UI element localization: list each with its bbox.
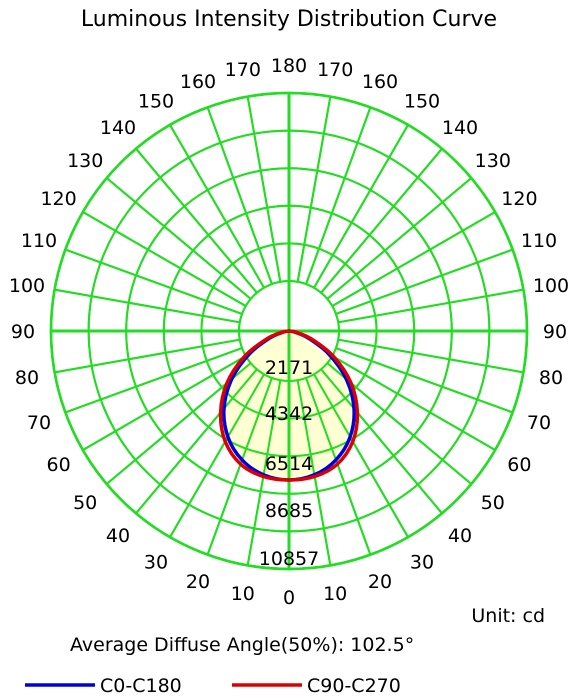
grid-spoke <box>320 148 443 294</box>
grid-spoke <box>106 177 252 300</box>
angle-tick-label: 150 <box>138 91 174 113</box>
grid-spoke <box>206 377 273 555</box>
grid-spoke <box>331 355 496 451</box>
grid-spoke <box>331 211 496 307</box>
angle-tick-label: 50 <box>73 492 97 514</box>
legend-label: C90-C270 <box>307 675 401 697</box>
grid-spoke <box>65 347 243 414</box>
angle-tick-label: 170 <box>225 59 261 81</box>
grid-spoke <box>313 373 409 538</box>
grid-spoke <box>305 107 372 285</box>
radial-tick-labels: 2171 4342 6514 8685 10857 <box>259 357 319 570</box>
grid-spoke <box>335 347 513 414</box>
angle-tick-label: 90 <box>543 321 567 343</box>
angle-tick-label: 120 <box>40 188 76 210</box>
grid-spoke <box>305 377 372 555</box>
angle-tick-label: 60 <box>47 454 71 476</box>
angle-tick-label: 100 <box>533 275 569 297</box>
legend: C0-C180 C90-C270 <box>25 675 401 697</box>
grid-spoke <box>296 96 332 282</box>
angle-tick-label: 110 <box>21 230 57 252</box>
angle-tick-label: 20 <box>186 571 210 593</box>
angle-tick-label: 130 <box>475 150 511 172</box>
angle-tick-label: 70 <box>27 412 51 434</box>
chart-title: Luminous Intensity Distribution Curve <box>81 7 497 32</box>
polar-grid-overlay <box>49 91 529 571</box>
grid-spoke <box>313 124 409 289</box>
radial-tick-label: 4342 <box>265 403 313 425</box>
angle-tick-label: 120 <box>501 188 537 210</box>
grid-spoke <box>206 107 273 285</box>
angle-tick-label: 70 <box>527 412 551 434</box>
series-curve-C90-C270 <box>218 329 360 482</box>
grid-spoke <box>296 380 332 566</box>
angle-tick-label: 140 <box>100 117 136 139</box>
grid-spoke <box>135 148 258 294</box>
grid-spoke <box>338 288 524 324</box>
grid-spoke <box>82 355 247 451</box>
angle-tick-label: 20 <box>368 571 392 593</box>
radial-tick-label: 2171 <box>265 357 313 379</box>
angle-tick-label: 80 <box>15 367 39 389</box>
radial-tick-label: 8685 <box>265 500 313 522</box>
grid-spoke <box>246 380 282 566</box>
angle-tick-label: 40 <box>448 525 472 547</box>
intensity-fill <box>49 91 529 571</box>
angle-tick-label: 130 <box>67 150 103 172</box>
grid-spoke <box>338 338 524 374</box>
angle-tick-label: 40 <box>106 525 130 547</box>
angle-tick-label: 0 <box>283 587 295 609</box>
angle-tick-label: 50 <box>481 492 505 514</box>
grid-spoke <box>335 248 513 315</box>
angle-tick-label: 10 <box>323 583 347 605</box>
angle-tick-label: 80 <box>539 367 563 389</box>
angle-tick-label: 90 <box>11 321 35 343</box>
grid-spoke <box>54 288 240 324</box>
grid-spoke <box>320 368 443 514</box>
angle-tick-label: 160 <box>180 71 216 93</box>
angle-tick-label: 100 <box>9 275 45 297</box>
grid-spoke <box>135 368 258 514</box>
grid-spoke <box>326 177 472 300</box>
angle-tick-label: 150 <box>404 91 440 113</box>
angle-tick-label: 110 <box>521 230 557 252</box>
radial-tick-label: 6514 <box>265 453 313 475</box>
angle-tick-label: 10 <box>231 583 255 605</box>
legend-label: C0-C180 <box>100 675 182 697</box>
angle-tick-label: 60 <box>507 454 531 476</box>
angle-tick-labels: 0 102030405060708090100110120130140150160… <box>9 55 569 609</box>
angle-tick-label: 30 <box>410 551 434 573</box>
grid-spoke <box>169 124 265 289</box>
angle-tick-label: 180 <box>271 55 307 77</box>
angle-tick-label: 30 <box>144 551 168 573</box>
angle-tick-label: 160 <box>362 71 398 93</box>
intensity-curves <box>218 329 360 482</box>
angle-tick-label: 140 <box>442 117 478 139</box>
radial-tick-label: 10857 <box>259 548 319 570</box>
grid-spoke <box>246 96 282 282</box>
grid-spoke <box>65 248 243 315</box>
angle-tick-label: 170 <box>317 59 353 81</box>
grid-spoke <box>82 211 247 307</box>
grid-spoke <box>169 373 265 538</box>
unit-label: Unit: cd <box>471 605 545 627</box>
grid-spoke <box>54 338 240 374</box>
average-diffuse-angle: Average Diffuse Angle(50%): 102.5° <box>70 634 414 656</box>
